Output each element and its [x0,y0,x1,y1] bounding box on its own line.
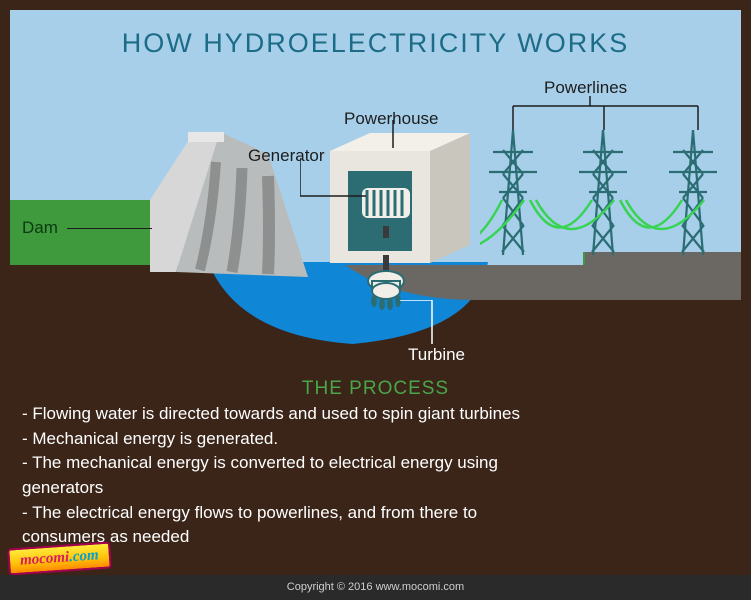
infographic-canvas: HOW HYDROELECTRICITY WORKS [0,0,751,600]
copyright-text: Copyright © 2016 www.mocomi.com [287,581,464,593]
process-text: - Flowing water is directed towards and … [22,402,722,550]
powerline-pylons [480,130,735,265]
leader-powerlines [510,96,702,136]
process-line: - Mechanical energy is generated. [22,427,722,452]
label-powerlines: Powerlines [544,78,627,98]
leader-turbine [400,300,450,350]
process-line: consumers as needed [22,525,722,550]
footer-bar: Copyright © 2016 www.mocomi.com [0,575,751,600]
label-dam: Dam [22,218,58,238]
process-line: generators [22,476,722,501]
process-heading: THE PROCESS [0,378,751,400]
process-line: - The mechanical energy is converted to … [22,451,722,476]
leader-generator [300,158,380,208]
process-line: - Flowing water is directed towards and … [22,402,722,427]
process-line: - The electrical energy flows to powerli… [22,501,722,526]
logo-text: mocomi [20,549,70,568]
leader-powerhouse [392,120,394,148]
leader-dam [67,228,152,229]
page-title: HOW HYDROELECTRICITY WORKS [0,28,751,59]
